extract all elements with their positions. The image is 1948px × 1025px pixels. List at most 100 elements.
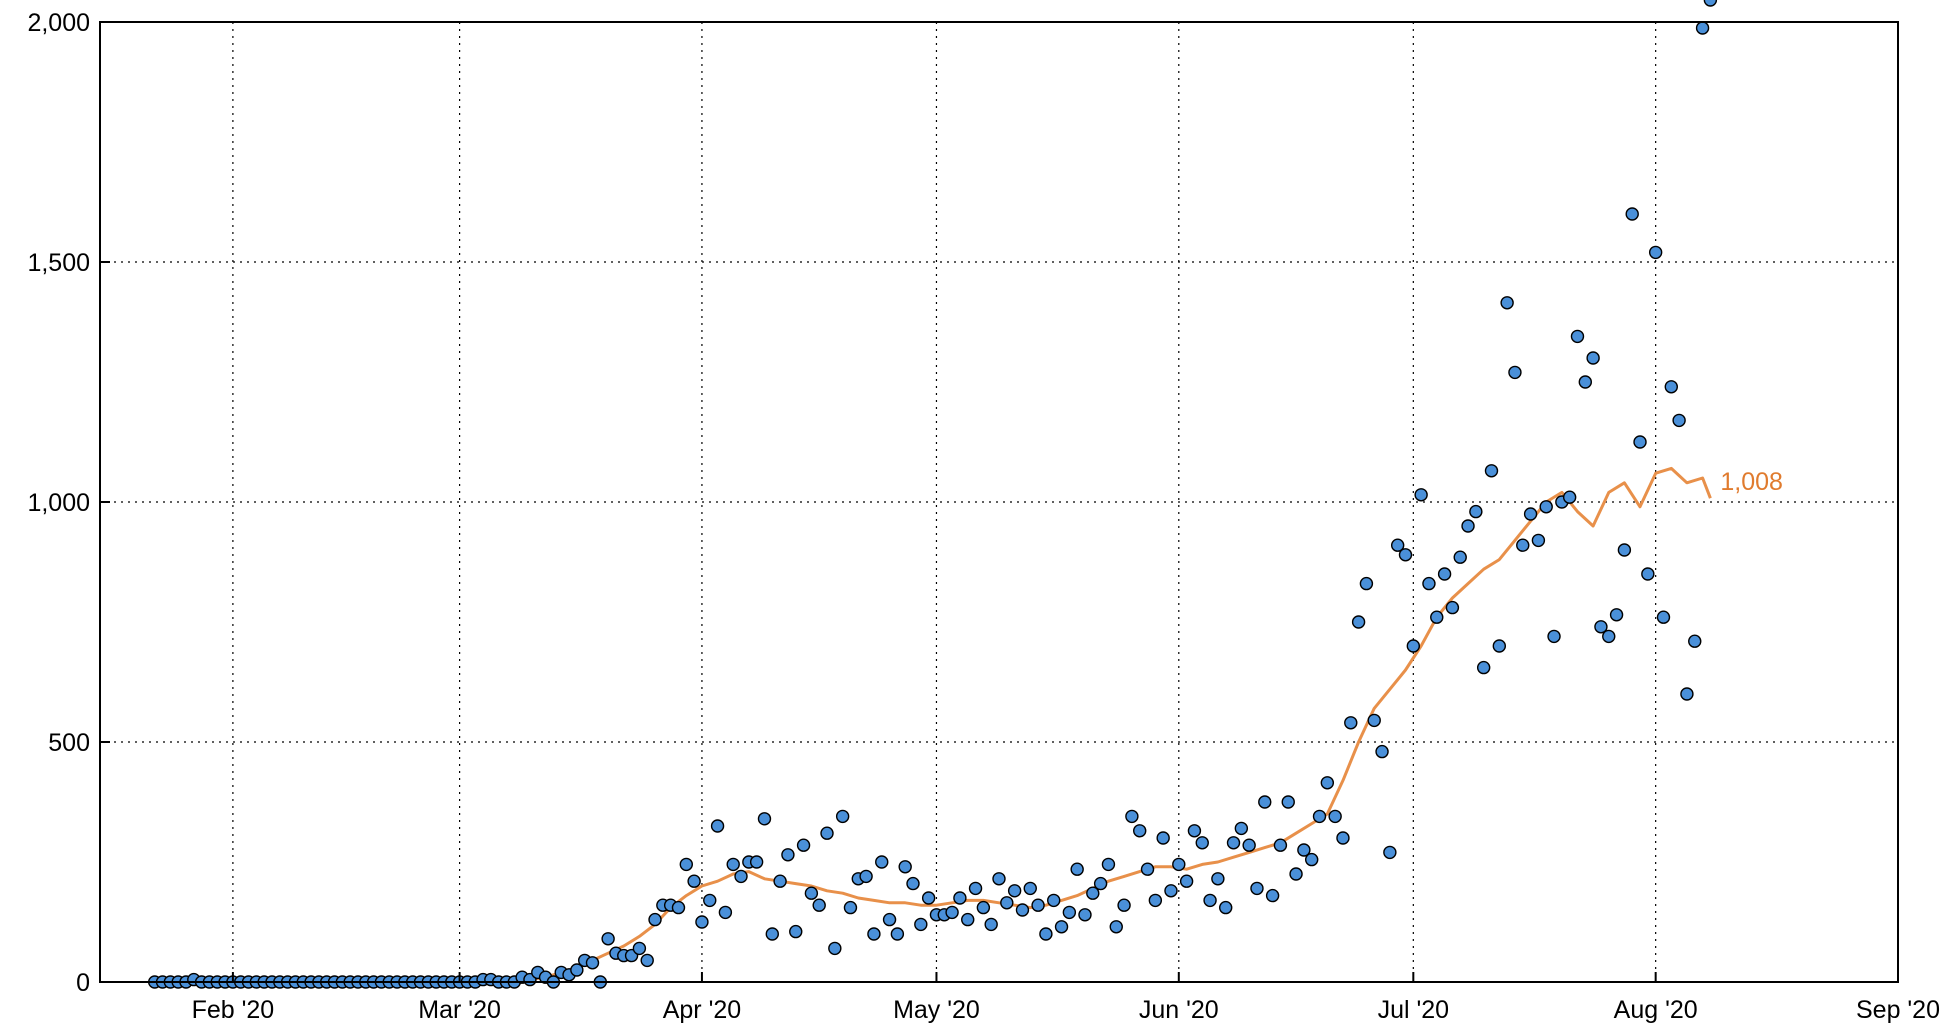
data-point [1304,852,1319,867]
data-point [726,857,740,872]
data-point [1054,920,1069,934]
data-point [1297,843,1311,857]
data-point [1648,245,1663,260]
data-point [679,857,694,872]
data-point [1047,893,1061,908]
data-point [1242,838,1256,852]
data-point [601,932,615,946]
data-point [1258,795,1272,809]
data-point [695,915,709,929]
data-point [1398,548,1413,562]
data-point [1336,831,1350,845]
data-point [687,874,701,888]
data-point [1219,900,1233,915]
data-point [882,912,897,927]
data-point [1523,507,1538,521]
data-point [1570,329,1585,344]
rolling-average-line [514,466,1712,984]
data-point [1469,504,1483,519]
data-point [1265,888,1280,903]
data-point [976,900,991,915]
data-point [890,927,905,941]
x-tick-label: Sep '20 [1856,996,1940,1024]
data-point [1695,21,1710,35]
data-point [1437,567,1452,581]
grid-lines [100,21,1899,983]
data-point [921,891,936,905]
data-point [773,874,787,888]
data-point [1039,927,1053,941]
x-tick-label: Mar '20 [418,996,501,1024]
x-tick-label: Apr '20 [663,996,741,1024]
data-point [1430,610,1444,624]
data-point [1664,380,1678,394]
data-point [781,848,795,862]
data-point [1445,600,1460,615]
data-point [1617,543,1632,557]
data-point [1234,821,1249,836]
data-point [765,927,779,941]
data-point [828,941,842,956]
data-point [1078,908,1092,922]
data-point [734,869,748,884]
data-point [906,876,920,891]
x-tick-label: Feb '20 [192,996,275,1024]
data-point [1140,862,1155,876]
data-point [1375,744,1389,759]
data-point [1203,893,1217,908]
data-point [1547,629,1561,644]
scatter-points-layer [148,0,1718,989]
data-point [1680,687,1694,701]
data-point [820,826,834,840]
data-point [1586,351,1600,365]
data-point [1093,876,1108,891]
data-point [992,872,1006,886]
y-tick-label: 0 [76,969,90,997]
data-point [1007,884,1022,898]
data-point [1359,576,1374,591]
data-point [1703,0,1718,7]
data-point [757,812,772,826]
data-point [1125,809,1139,824]
line-series-layer [514,466,1712,984]
data-point [1539,500,1553,514]
y-tick-label: 1,000 [27,489,90,517]
x-tick-label: Jul '20 [1378,996,1449,1024]
data-point [648,912,662,927]
data-point [640,953,654,968]
data-point [1281,795,1295,809]
data-point [1211,872,1225,886]
data-point [984,917,998,932]
y-tick-label: 500 [48,729,90,757]
data-point [914,917,928,932]
data-point [1109,920,1123,934]
data-point [1320,776,1335,790]
data-point [1641,567,1655,581]
data-point [1609,608,1624,622]
x-tick-label: Aug '20 [1614,996,1698,1024]
data-point [1226,836,1241,850]
data-point [835,809,850,824]
data-point [1531,533,1546,548]
data-point [1602,629,1616,644]
data-point [710,819,725,833]
data-point [1086,886,1100,900]
data-point [1492,639,1507,653]
data-point [1250,881,1264,896]
data-point [1312,809,1327,824]
data-point [1594,620,1608,634]
data-point [1351,615,1366,629]
y-tick-label: 1,500 [27,249,90,277]
x-tick-label: Jun '20 [1139,996,1219,1024]
data-point [1367,713,1381,728]
data-point [1453,550,1467,564]
data-point [1500,296,1514,310]
data-point [632,941,647,956]
data-point [961,912,975,927]
data-point [1344,716,1358,730]
data-point [1015,903,1030,917]
data-point [1508,365,1522,380]
data-point [859,869,873,884]
data-point [1516,538,1530,552]
data-point [1148,893,1163,908]
